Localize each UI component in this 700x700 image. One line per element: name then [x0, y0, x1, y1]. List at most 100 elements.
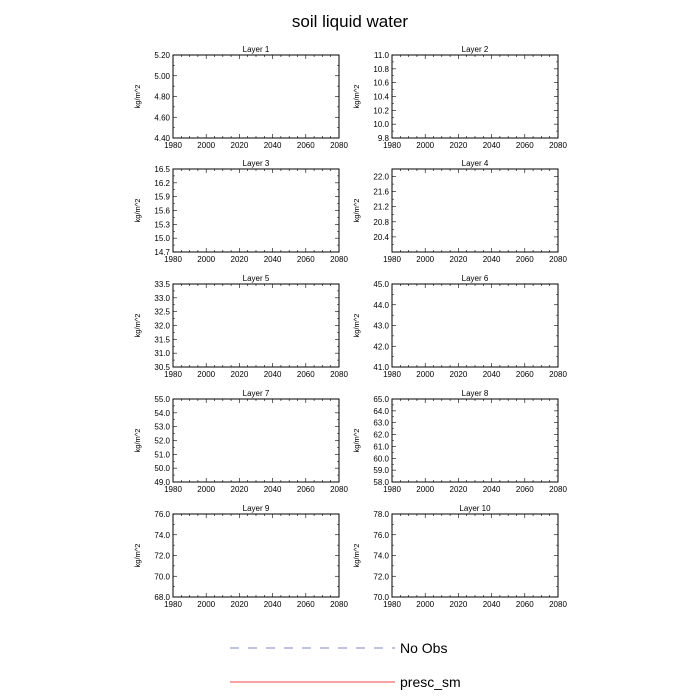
y-tick-label: 21.2 [373, 203, 389, 212]
x-tick-label: 2080 [549, 485, 567, 494]
y-tick-label: 51.0 [154, 450, 170, 459]
x-tick-label: 2000 [197, 370, 215, 379]
y-tick-label: 45.0 [373, 280, 389, 289]
y-axis-label: kg/m^2 [352, 199, 361, 223]
panel-title: Layer 8 [462, 389, 489, 398]
x-tick-label: 2080 [330, 141, 348, 150]
legend-label-no-obs: No Obs [400, 640, 447, 656]
panel-title: Layer 7 [243, 389, 270, 398]
x-tick-label: 2080 [549, 600, 567, 609]
figure-title: soil liquid water [292, 12, 409, 31]
y-tick-label: 15.9 [154, 193, 170, 202]
panel-layer-2: Layer 2 kg/m^2 1980 2000 2020 2040 2060 2080 9.8… [352, 45, 567, 150]
y-tick-label: 16.5 [154, 165, 170, 174]
x-tick-label: 2000 [416, 600, 434, 609]
panel-grid: Layer 1 kg/m^2 1980 2000 2020 2040 2060 2080 4.4… [133, 45, 567, 609]
panel-layer-5: Layer 5 kg/m^2 1980 2000 2020 2040 2060 2080 30.… [133, 274, 348, 379]
plot-frame [172, 54, 340, 139]
y-tick-label: 43.0 [373, 322, 389, 331]
x-tick-label: 2000 [197, 141, 215, 150]
x-tick-label: 2000 [416, 141, 434, 150]
x-tick-label: 2040 [264, 485, 282, 494]
x-tick-label: 2020 [231, 370, 249, 379]
y-tick-label: 10.6 [373, 79, 389, 88]
x-tick-label: 1980 [164, 485, 182, 494]
y-tick-label: 10.0 [373, 120, 389, 129]
y-axis-label: kg/m^2 [133, 85, 142, 109]
y-axis-label: kg/m^2 [133, 199, 142, 223]
plot-frame [391, 513, 559, 598]
y-tick-label: 9.8 [378, 134, 390, 143]
x-tick-label: 2080 [549, 255, 567, 264]
legend-label-presc-sm: presc_sm [400, 674, 461, 690]
y-tick-label: 32.0 [154, 322, 170, 331]
x-tick-label: 2000 [416, 485, 434, 494]
x-tick-label: 2020 [231, 141, 249, 150]
y-tick-label: 49.0 [154, 478, 170, 487]
x-tick-label: 2020 [231, 600, 249, 609]
y-tick-label: 55.0 [154, 395, 170, 404]
y-tick-label: 58.0 [373, 478, 389, 487]
x-tick-label: 1980 [383, 600, 401, 609]
plot-frame [391, 168, 559, 253]
x-tick-label: 2060 [297, 255, 315, 264]
y-axis-label: kg/m^2 [352, 314, 361, 338]
panel-layer-10: Layer 10 kg/m^2 1980 2000 2020 2040 2060 2080 70… [352, 504, 567, 609]
y-tick-label: 68.0 [154, 593, 170, 602]
y-tick-label: 20.4 [373, 233, 389, 242]
panel-layer-8: Layer 8 kg/m^2 1980 2000 2020 2040 2060 2080 58.… [352, 389, 567, 494]
panel-title: Layer 4 [462, 159, 489, 168]
x-tick-label: 2020 [450, 255, 468, 264]
y-tick-label: 33.5 [154, 280, 170, 289]
x-tick-label: 1980 [164, 370, 182, 379]
x-tick-label: 2040 [483, 255, 501, 264]
y-tick-label: 21.6 [373, 188, 389, 197]
plot-frame [172, 168, 340, 253]
y-axis-label: kg/m^2 [133, 314, 142, 338]
y-tick-label: 74.0 [154, 531, 170, 540]
y-tick-label: 15.6 [154, 207, 170, 216]
x-tick-label: 1980 [383, 255, 401, 264]
y-tick-label: 61.0 [373, 442, 389, 451]
x-tick-label: 2040 [264, 600, 282, 609]
y-tick-label: 64.0 [373, 407, 389, 416]
x-tick-label: 2040 [483, 600, 501, 609]
x-tick-label: 2020 [450, 370, 468, 379]
x-tick-label: 2060 [516, 600, 534, 609]
x-tick-label: 2000 [416, 255, 434, 264]
panel-title: Layer 2 [462, 45, 489, 54]
y-tick-label: 50.0 [154, 464, 170, 473]
y-tick-label: 22.0 [373, 173, 389, 182]
y-tick-label: 30.5 [154, 363, 170, 372]
y-tick-label: 5.00 [154, 72, 170, 81]
panel-title: Layer 5 [243, 274, 270, 283]
x-tick-label: 2040 [264, 141, 282, 150]
y-tick-label: 42.0 [373, 342, 389, 351]
x-tick-label: 2020 [231, 485, 249, 494]
x-tick-label: 2060 [297, 485, 315, 494]
x-tick-label: 2060 [516, 255, 534, 264]
y-tick-label: 11.0 [374, 51, 390, 60]
y-tick-label: 10.8 [373, 65, 389, 74]
plot-frame [172, 283, 340, 368]
x-tick-label: 1980 [164, 141, 182, 150]
x-tick-label: 2080 [330, 255, 348, 264]
y-tick-label: 63.0 [373, 419, 389, 428]
y-axis-label: kg/m^2 [352, 429, 361, 453]
y-axis-label: kg/m^2 [352, 544, 361, 568]
y-tick-label: 72.0 [373, 572, 389, 581]
y-tick-label: 10.2 [373, 106, 389, 115]
panel-title: Layer 10 [459, 504, 491, 513]
x-tick-label: 2000 [197, 600, 215, 609]
y-tick-label: 65.0 [373, 395, 389, 404]
x-tick-label: 1980 [383, 141, 401, 150]
y-tick-label: 52.0 [154, 437, 170, 446]
y-tick-label: 76.0 [154, 510, 170, 519]
plot-frame [172, 513, 340, 598]
y-tick-label: 41.0 [373, 363, 389, 372]
plot-frame [172, 398, 340, 483]
x-tick-label: 2040 [264, 370, 282, 379]
y-tick-label: 70.0 [154, 572, 170, 581]
y-tick-label: 31.5 [154, 335, 170, 344]
